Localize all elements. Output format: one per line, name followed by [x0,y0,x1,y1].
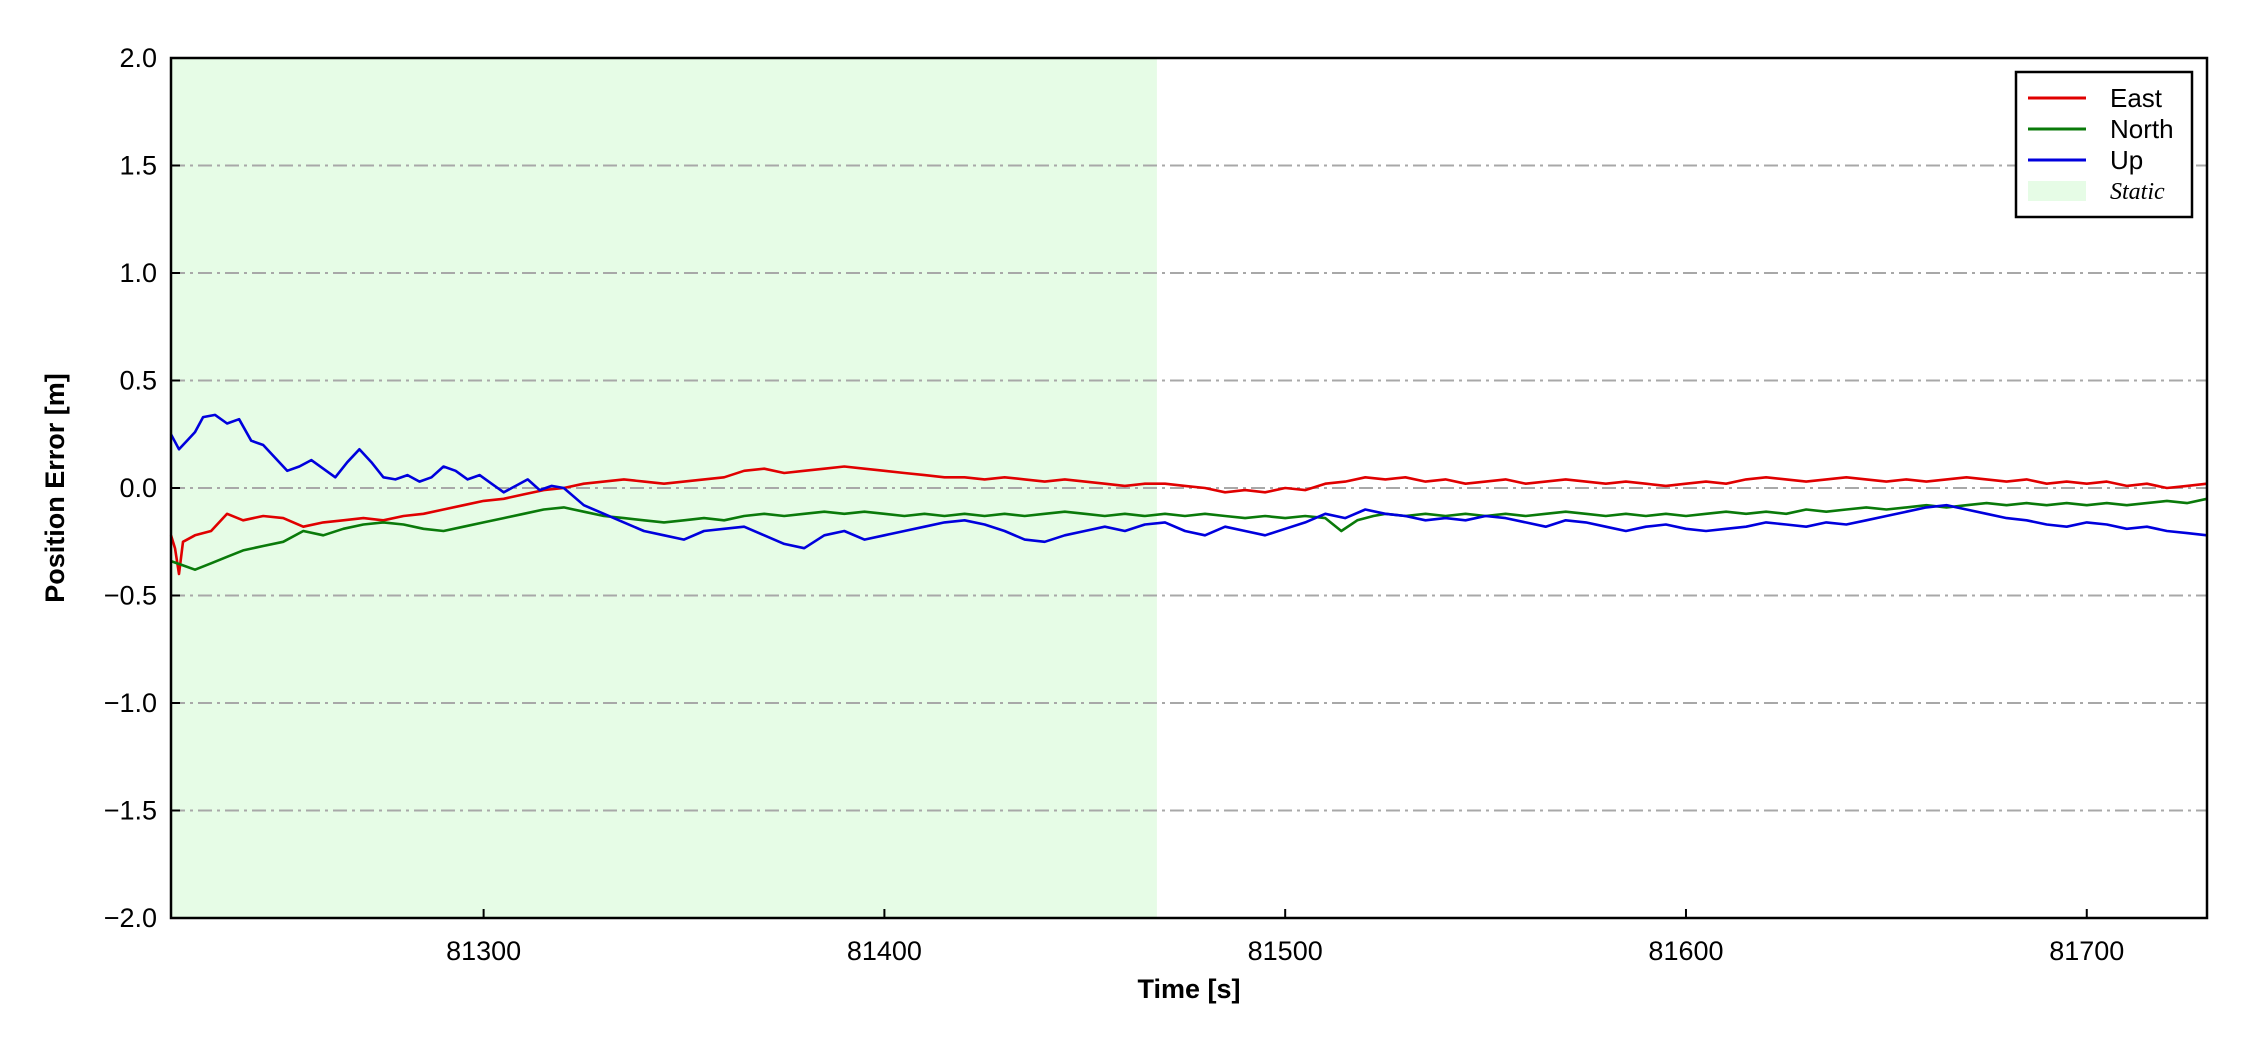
series-lines [169,413,2208,576]
y-axis-title: Position Error [m] [40,373,70,603]
x-axis: 81300 81400 81500 81600 81700 [446,909,2124,966]
legend-box [2014,70,2194,219]
x-tick-label: 81700 [2049,936,2124,966]
y-tick-label: 1.0 [119,258,157,288]
legend-label-east: East [2110,83,2163,113]
legend-label-static: Static [2110,179,2165,205]
y-tick-label: 0.5 [119,366,157,396]
x-tick-label: 81400 [847,936,922,966]
y-axis: −2.0 −1.5 −1.0 −0.5 0.0 0.5 1.0 1.5 2.0 [104,43,180,933]
series-line-up [169,413,2208,550]
y-tick-label: 1.5 [119,151,157,181]
x-axis-title: Time [s] [1137,974,1240,1004]
legend-swatch-static [2028,181,2086,201]
legend-label-north: North [2110,114,2174,144]
legend-label-up: Up [2110,145,2143,175]
x-tick-label: 81500 [1248,936,1323,966]
grid-lines [171,164,2207,812]
x-tick-label: 81300 [446,936,521,966]
y-tick-label: 0.0 [119,473,157,503]
y-tick-label: −1.5 [104,796,157,826]
y-tick-label: −1.0 [104,688,157,718]
y-tick-label: −0.5 [104,581,157,611]
x-tick-label: 81600 [1648,936,1723,966]
series-line-east [169,465,2208,576]
y-tick-label: 2.0 [119,43,157,73]
series-line-north [170,497,2208,572]
y-tick-label: −2.0 [104,903,157,933]
